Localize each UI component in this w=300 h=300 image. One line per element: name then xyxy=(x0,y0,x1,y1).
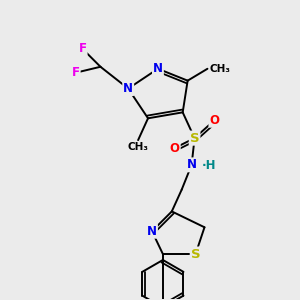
Text: S: S xyxy=(191,248,200,260)
Text: N: N xyxy=(147,225,157,238)
Text: F: F xyxy=(79,42,87,56)
Text: CH₃: CH₃ xyxy=(128,142,148,152)
Text: CH₃: CH₃ xyxy=(209,64,230,74)
Text: N: N xyxy=(187,158,196,171)
Text: S: S xyxy=(190,132,200,145)
Text: N: N xyxy=(153,62,163,75)
Text: N: N xyxy=(123,82,133,95)
Text: O: O xyxy=(209,114,219,127)
Text: O: O xyxy=(170,142,180,154)
Text: F: F xyxy=(72,66,80,79)
Text: ·H: ·H xyxy=(202,159,216,172)
